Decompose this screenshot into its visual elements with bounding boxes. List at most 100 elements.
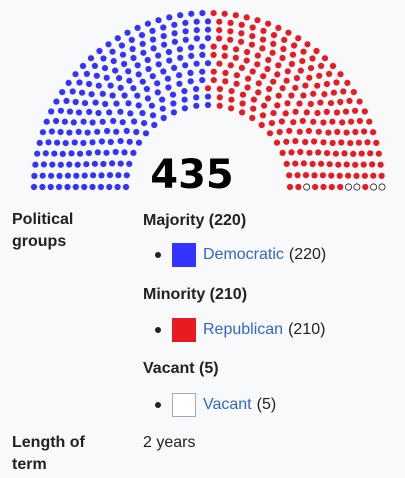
democratic-seat [193, 35, 200, 42]
democratic-seat [199, 10, 206, 17]
democratic-seat [39, 183, 46, 191]
republican-seat [270, 78, 277, 85]
republican-seat [259, 112, 267, 119]
republican-seat [249, 33, 256, 40]
democratic-seat [106, 172, 114, 179]
democratic-seat [148, 102, 155, 109]
republican-seat [302, 172, 310, 179]
republican-seat [312, 183, 319, 191]
republican-seat [307, 65, 315, 72]
republican-seat [210, 10, 217, 17]
republican-seat [305, 127, 312, 135]
democratic-seat [48, 172, 55, 179]
majority-heading: Majority (220) [143, 212, 247, 229]
republican-link[interactable]: Republican [203, 321, 284, 338]
democratic-seat [36, 139, 43, 146]
democratic-seat [106, 109, 113, 116]
democratic-seat [96, 47, 103, 55]
republican-seat [233, 80, 240, 87]
democratic-seat [134, 24, 141, 31]
democratic-seat [126, 77, 133, 84]
democratic-seat [83, 161, 90, 168]
democratic-seat [31, 172, 38, 179]
republican-seat [245, 75, 252, 82]
democratic-seat [140, 49, 147, 56]
republican-seat [360, 161, 367, 168]
republican-seat [356, 117, 363, 125]
democratic-seat [181, 96, 188, 103]
republican-seat [355, 139, 362, 146]
republican-seat [258, 121, 265, 129]
republican-seat [292, 138, 299, 145]
democratic-seat [77, 150, 84, 157]
democratic-seat [130, 85, 137, 92]
democratic-seat [53, 98, 60, 105]
republican-seat [375, 150, 382, 157]
republican-seat [227, 36, 234, 43]
democratic-seat [64, 183, 71, 191]
democratic-link[interactable]: Democratic [203, 246, 284, 263]
republican-seat [294, 172, 301, 179]
democratic-seat [57, 107, 64, 114]
democratic-seat [40, 161, 48, 168]
democratic-seat [144, 95, 151, 102]
republican-seat [342, 108, 350, 115]
republican-seat [286, 127, 293, 134]
republican-seat [341, 150, 348, 157]
democratic-seat [141, 120, 148, 127]
republican-seat [279, 85, 286, 92]
democratic-seat [177, 54, 184, 61]
democratic-seat [75, 109, 83, 116]
length-of-term-label: Length of term [12, 434, 85, 473]
republican-seat [255, 89, 262, 96]
republican-seat [227, 62, 234, 69]
republican-seat [266, 130, 274, 137]
democratic-seat [193, 18, 200, 25]
democratic-seat [135, 102, 142, 109]
democratic-seat [159, 96, 166, 103]
democratic-seat [164, 75, 171, 82]
republican-seat [330, 89, 337, 96]
democratic-seat [68, 150, 75, 157]
democratic-seat [123, 127, 130, 134]
republican-seat [338, 139, 345, 146]
republican-seat [336, 172, 343, 179]
democratic-seat [32, 161, 39, 168]
republican-seat [302, 82, 309, 89]
republican-seat [227, 19, 234, 26]
democratic-seat [102, 100, 109, 108]
republican-seat [291, 42, 298, 49]
democratic-seat [193, 85, 200, 93]
republican-seat [284, 68, 291, 75]
democratic-seat [154, 80, 161, 87]
republican-seat [288, 92, 295, 99]
democratic-seat [112, 148, 119, 156]
republican-seat [292, 84, 299, 91]
democratic-seat [84, 129, 91, 136]
republican-seat [233, 46, 240, 53]
republican-seat [337, 98, 344, 106]
democratic-seat [76, 79, 83, 86]
vacant-seat [303, 183, 311, 191]
republican-seat [337, 71, 344, 78]
democratic-seat [110, 117, 117, 125]
republican-seat [270, 110, 277, 117]
republican-seat [221, 10, 228, 17]
republican-seat [340, 88, 347, 95]
republican-seat [288, 60, 295, 68]
republican-seat [337, 183, 344, 191]
vacant-link[interactable]: Vacant [203, 396, 252, 413]
democratic-seat [134, 92, 141, 99]
republican-seat [270, 31, 278, 39]
republican-seat [377, 161, 384, 168]
democratic-seat [127, 110, 134, 117]
democratic-seat [103, 74, 110, 81]
democratic-seat [160, 114, 167, 122]
democratic-seat [181, 88, 188, 95]
democratic-seat [117, 160, 124, 167]
democratic-seat [182, 19, 189, 26]
republican-seat [333, 79, 340, 86]
democratic-seat [85, 150, 92, 157]
republican-seat [314, 109, 321, 117]
democratic-seat [204, 101, 212, 109]
